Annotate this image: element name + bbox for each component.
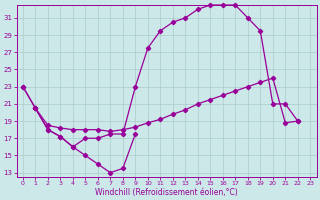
X-axis label: Windchill (Refroidissement éolien,°C): Windchill (Refroidissement éolien,°C) <box>95 188 238 197</box>
